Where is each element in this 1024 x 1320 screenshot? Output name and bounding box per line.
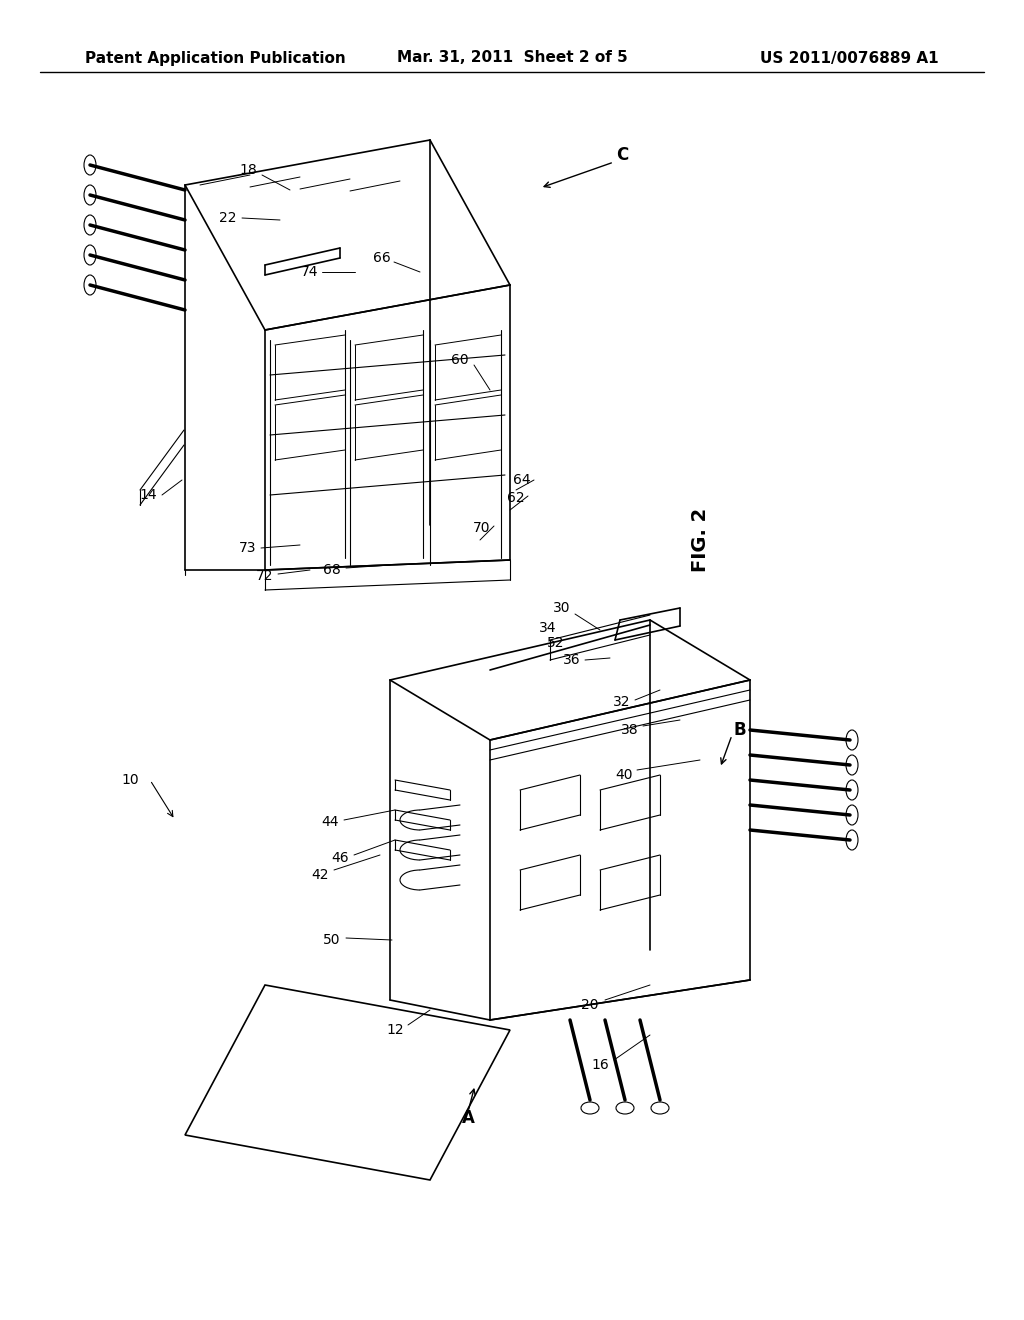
Text: 44: 44	[322, 814, 339, 829]
Text: 64: 64	[513, 473, 530, 487]
Text: 12: 12	[386, 1023, 403, 1038]
Ellipse shape	[84, 215, 96, 235]
Text: 18: 18	[240, 162, 257, 177]
Ellipse shape	[616, 1102, 634, 1114]
Text: 60: 60	[452, 352, 469, 367]
Ellipse shape	[84, 275, 96, 294]
Ellipse shape	[846, 830, 858, 850]
Text: 36: 36	[563, 653, 581, 667]
Text: 14: 14	[139, 488, 157, 502]
Text: Patent Application Publication: Patent Application Publication	[85, 50, 346, 66]
Ellipse shape	[846, 780, 858, 800]
Text: 74: 74	[301, 265, 318, 279]
Text: 70: 70	[473, 521, 490, 535]
Ellipse shape	[84, 246, 96, 265]
Text: C: C	[615, 147, 628, 164]
Text: 16: 16	[591, 1059, 609, 1072]
Text: 32: 32	[613, 696, 631, 709]
Text: 22: 22	[219, 211, 237, 224]
Text: 42: 42	[311, 869, 329, 882]
Text: 38: 38	[622, 723, 639, 737]
Ellipse shape	[846, 755, 858, 775]
Ellipse shape	[581, 1102, 599, 1114]
Text: Mar. 31, 2011  Sheet 2 of 5: Mar. 31, 2011 Sheet 2 of 5	[396, 50, 628, 66]
Text: 68: 68	[324, 564, 341, 577]
Text: 66: 66	[373, 251, 391, 265]
Text: 40: 40	[615, 768, 633, 781]
Text: FIG. 2: FIG. 2	[690, 508, 710, 572]
Text: 46: 46	[331, 851, 349, 865]
Ellipse shape	[846, 805, 858, 825]
Text: 10: 10	[121, 774, 139, 787]
Text: B: B	[733, 721, 746, 739]
Text: 34: 34	[540, 620, 557, 635]
Text: 30: 30	[553, 601, 570, 615]
Text: 72: 72	[256, 569, 273, 583]
Text: 50: 50	[324, 933, 341, 946]
Text: 20: 20	[582, 998, 599, 1012]
Text: US 2011/0076889 A1: US 2011/0076889 A1	[761, 50, 939, 66]
Text: A: A	[462, 1109, 474, 1127]
Ellipse shape	[846, 730, 858, 750]
Ellipse shape	[84, 185, 96, 205]
Ellipse shape	[84, 154, 96, 176]
Text: 62: 62	[507, 491, 525, 506]
Ellipse shape	[651, 1102, 669, 1114]
Text: 73: 73	[240, 541, 257, 554]
Text: 52: 52	[547, 636, 565, 649]
